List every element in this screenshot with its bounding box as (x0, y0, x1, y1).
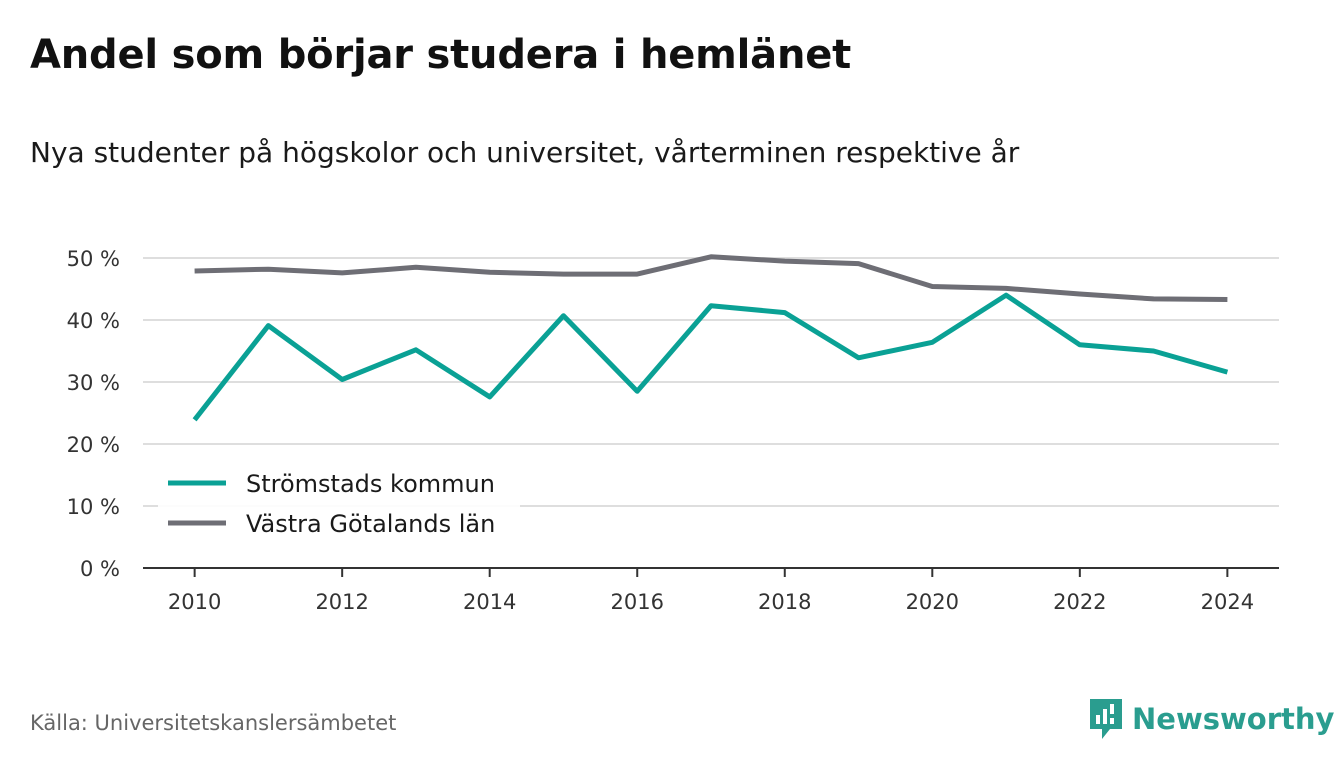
legend-label: Västra Götalands län (246, 510, 495, 538)
x-tick-label: 2016 (611, 590, 664, 614)
source-note: Källa: Universitetskanslersämbetet (30, 711, 397, 735)
chart-title: Andel som börjar studera i hemlänet (30, 32, 852, 78)
chart-subtitle: Nya studenter på högskolor och universit… (30, 136, 1020, 169)
brand-logo[interactable]: Newsworthy (1088, 697, 1334, 741)
y-tick-label: 10 % (67, 495, 120, 519)
y-tick-label: 40 % (67, 309, 120, 333)
y-tick-label: 0 % (80, 557, 120, 581)
series-line-1 (192, 292, 1229, 422)
series-lines (192, 254, 1229, 422)
newsworthy-logo-icon (1090, 699, 1122, 739)
y-tick-label: 30 % (67, 371, 120, 395)
y-tick-label: 50 % (67, 247, 120, 271)
x-tick-label: 2024 (1201, 590, 1254, 614)
series-line-2 (194, 254, 1228, 302)
legend-label: Strömstads kommun (246, 470, 495, 498)
x-tick-label: 2012 (315, 590, 368, 614)
x-tick-label: 2010 (168, 590, 221, 614)
legend: Strömstads kommun Västra Götalands län (158, 460, 520, 542)
x-tick-label: 2018 (758, 590, 811, 614)
x-axis: 2010 2012 2014 2016 2018 2020 2022 2024 (143, 567, 1279, 614)
x-tick-label: 2014 (463, 590, 516, 614)
y-tick-label: 20 % (67, 433, 120, 457)
brand-name: Newsworthy (1132, 702, 1335, 736)
x-tick-label: 2020 (906, 590, 959, 614)
line-chart: 0 % 10 % 20 % 30 % 40 % 50 % 2010 2012 2014 2016… (67, 247, 1279, 614)
x-tick-label: 2022 (1053, 590, 1106, 614)
y-axis: 0 % 10 % 20 % 30 % 40 % 50 % (67, 247, 120, 581)
legend-background (158, 460, 520, 542)
